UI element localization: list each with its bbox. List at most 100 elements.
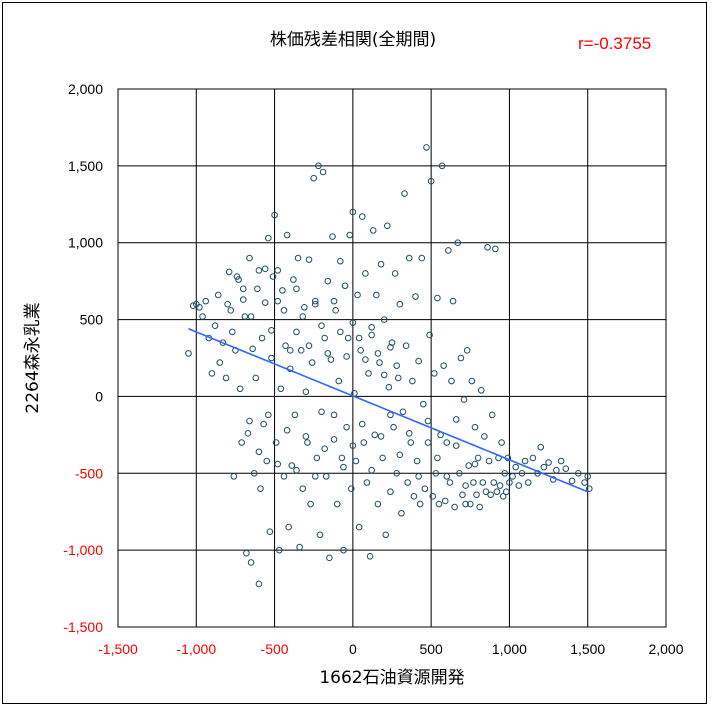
data-point: [412, 293, 419, 300]
data-point: [468, 377, 476, 385]
data-point: [454, 239, 462, 247]
data-point: [324, 350, 332, 357]
data-point: [321, 334, 328, 342]
data-point: [521, 457, 529, 465]
y-tick-labels: 2,000 1,500 1,000 500 0 -500 -1,000 -1,500: [63, 81, 103, 635]
x-tick-label: 2,000: [648, 641, 683, 657]
data-point: [426, 331, 433, 339]
data-point: [387, 343, 394, 351]
data-point: [485, 457, 493, 465]
data-point: [366, 552, 374, 560]
data-point: [404, 479, 411, 486]
data-point: [313, 454, 321, 462]
data-point: [294, 254, 302, 262]
data-point: [441, 497, 449, 505]
data-point: [377, 433, 385, 440]
data-point: [584, 473, 592, 480]
data-point: [423, 144, 430, 151]
data-point: [290, 276, 297, 283]
data-point: [429, 493, 437, 500]
data-point: [462, 500, 469, 508]
data-point: [258, 334, 266, 342]
data-point: [445, 247, 452, 254]
data-point: [332, 307, 339, 314]
data-point: [225, 268, 233, 276]
y-tick-label: 1,500: [68, 158, 103, 174]
data-point: [540, 463, 548, 471]
data-point: [283, 426, 291, 434]
data-point: [260, 420, 267, 428]
data-point: [219, 339, 227, 346]
data-point: [340, 463, 347, 471]
data-point: [283, 231, 291, 239]
data-point: [301, 303, 308, 311]
data-point: [374, 350, 382, 357]
data-point: [243, 549, 250, 557]
data-point: [451, 503, 458, 511]
data-point: [388, 339, 396, 346]
data-point: [363, 479, 371, 486]
data-point: [448, 377, 455, 385]
data-point: [377, 260, 385, 268]
data-point: [545, 459, 552, 466]
data-point: [255, 267, 263, 274]
data-point: [321, 445, 328, 452]
data-point: [261, 299, 269, 306]
data-point: [416, 500, 424, 508]
data-point: [435, 500, 443, 508]
data-point: [189, 302, 197, 310]
data-point: [401, 190, 408, 197]
data-point: [387, 411, 394, 419]
data-point: [362, 356, 369, 363]
data-point: [341, 282, 349, 290]
data-point: [236, 385, 244, 393]
data-point: [263, 457, 271, 465]
data-point: [344, 334, 352, 342]
data-point: [302, 433, 310, 440]
data-point: [471, 460, 479, 468]
data-point: [438, 162, 446, 170]
data-point: [487, 491, 494, 499]
data-point: [282, 342, 289, 350]
data-point: [311, 300, 319, 308]
data-point: [463, 347, 471, 354]
data-point: [279, 287, 286, 294]
data-point: [368, 331, 375, 339]
data-point: [568, 477, 576, 485]
data-point: [496, 482, 504, 489]
data-point: [355, 334, 363, 342]
data-point: [479, 479, 487, 486]
data-point: [562, 465, 570, 472]
data-point: [499, 493, 507, 500]
data-point: [413, 457, 421, 465]
x-tick-label: 0: [349, 641, 357, 657]
data-point: [421, 485, 429, 492]
data-point: [293, 285, 300, 293]
regression-line: [188, 328, 589, 493]
data-point: [299, 485, 307, 492]
data-point: [473, 491, 480, 499]
x-tick-labels: -1,500 -1,000 -500 0 500 1,000 1,500 2,000: [98, 641, 684, 657]
data-point: [302, 388, 310, 396]
data-point: [307, 500, 314, 508]
data-point: [537, 443, 545, 451]
data-point: [247, 313, 255, 320]
data-point: [252, 374, 260, 382]
data-point: [199, 313, 206, 320]
data-point: [238, 439, 245, 446]
data-point: [347, 485, 355, 492]
data-point: [430, 370, 438, 377]
data-point: [230, 473, 238, 480]
data-point: [415, 357, 422, 365]
data-point: [462, 482, 469, 489]
data-point: [316, 531, 324, 539]
data-point: [330, 436, 338, 443]
data-point: [529, 454, 537, 462]
data-point: [343, 353, 350, 360]
data-point: [235, 276, 242, 283]
data-point: [275, 546, 283, 554]
data-point: [405, 430, 413, 437]
data-point: [376, 359, 383, 366]
x-tick-label: 500: [419, 641, 443, 657]
data-point: [492, 245, 499, 253]
